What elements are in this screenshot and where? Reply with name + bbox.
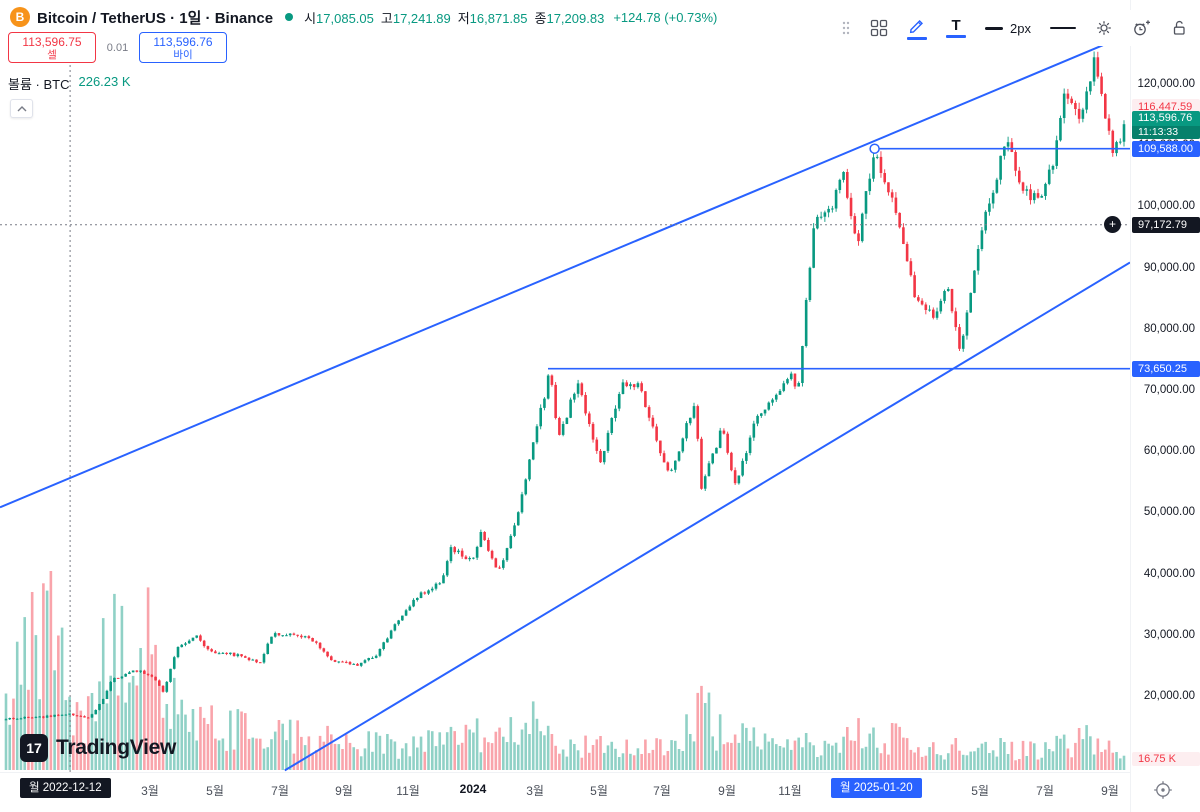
alert-price-tag: 116,447.59	[1132, 98, 1200, 115]
volume-legend[interactable]: 볼륨 · BTC 226.23 K	[8, 74, 131, 93]
line-width-sample	[985, 26, 1004, 30]
sell-button[interactable]: 113,596.75 셀	[8, 32, 96, 63]
line-style-button[interactable]	[1050, 27, 1076, 29]
text-color-button[interactable]: T	[946, 17, 967, 38]
price-tick-label: 90,000.00	[1143, 261, 1195, 274]
order-widget: 113,596.75 셀 0.01 113,596.76 바이	[8, 32, 227, 63]
open-label: 시	[304, 10, 317, 26]
price-tick-label: 70,000.00	[1143, 384, 1195, 396]
line-width-label: 2px	[1010, 20, 1031, 36]
time-axis-label: 2024	[459, 782, 487, 796]
price-tick-label: 100,000.00	[1137, 200, 1195, 213]
price-tick-label: 60,000.00	[1143, 445, 1195, 458]
price-tick-label: 30,000.00	[1143, 628, 1195, 641]
ohlc-readout: 시17,085.05 고17,241.89 저16,871.85 종17,209…	[304, 8, 717, 27]
price-change: +124.78 (+0.73%)	[613, 9, 718, 25]
horizontal-line-price-tag: 109,588.00	[1132, 140, 1200, 157]
tradingview-wordmark: TradingView	[56, 736, 177, 759]
last-price-tag: 113,596.76 11:13:33	[1132, 111, 1200, 140]
open-value: 17,085.05	[316, 10, 374, 26]
time-axis-label: 3월	[526, 784, 544, 798]
collapse-panel-button[interactable]	[10, 99, 33, 118]
horizontal-line-price-tag: 73,650.25	[1132, 360, 1200, 377]
time-axis[interactable]: 3월 5월 7월 9월 11월 2024 3월 5월 7월 9월 11월 5월 7월 9월 월 2022-…	[0, 772, 1130, 812]
time-axis-label: 11월	[396, 784, 420, 798]
time-axis-label: 11월	[778, 784, 802, 798]
chart-header: B Bitcoin / TetherUS · 1일 · Binance 시17,…	[10, 5, 717, 29]
text-tool-icon: T	[951, 17, 961, 34]
time-axis-label: 5월	[206, 784, 224, 798]
low-label: 저	[457, 10, 470, 26]
time-axis-label: 3월	[141, 784, 159, 798]
price-tick-label: 20,000.00	[1143, 690, 1195, 702]
tradingview-logo[interactable]: 17 TradingView	[20, 734, 176, 762]
pencil-icon	[909, 19, 924, 33]
price-tick-label: 50,000.00	[1143, 506, 1195, 519]
time-axis-label: 9월	[1101, 784, 1119, 798]
grid-layout-icon	[870, 19, 888, 37]
low-value: 16,871.85	[469, 10, 528, 26]
price-tick-label: 40,000.00	[1143, 567, 1195, 580]
drawing-color-button[interactable]	[907, 17, 928, 40]
time-axis-label: 7월	[1036, 784, 1054, 798]
spread-value: 0.01	[106, 41, 129, 54]
scroll-to-realtime-icon[interactable]	[1152, 779, 1174, 801]
settings-button[interactable]	[1095, 19, 1113, 37]
bar-close-countdown: 11:13:33	[1132, 126, 1200, 140]
drag-dots-icon	[842, 21, 850, 35]
price-tick-label: 80,000.00	[1143, 322, 1195, 335]
selected-text-color-bar	[946, 35, 967, 38]
price-axis-plus-icon[interactable]: +	[1104, 216, 1121, 234]
close-value: 17,209.83	[546, 10, 605, 26]
volume-value: 226.23 K	[78, 74, 131, 89]
price-tick-label: 120,000.00	[1137, 78, 1195, 90]
time-axis-label: 7월	[271, 784, 289, 798]
selected-color-bar	[907, 36, 928, 40]
high-label: 고	[380, 10, 393, 26]
buy-button[interactable]: 113,596.76 바이	[139, 32, 227, 63]
buy-price: 113,596.76	[153, 34, 213, 49]
sell-price: 113,596.75	[22, 34, 82, 49]
sell-label: 셀	[47, 48, 57, 61]
alarm-clock-plus-icon	[1134, 20, 1150, 36]
last-price-value: 113,596.76	[1138, 112, 1193, 125]
line-style-sample	[1050, 27, 1076, 29]
volume-label: 볼륨 · BTC	[8, 77, 70, 92]
line-width-button[interactable]: 2px	[985, 21, 1031, 36]
lock-drawings-button[interactable]	[1170, 19, 1188, 37]
time-axis-label: 9월	[335, 784, 353, 798]
crosshair-date-tag: 월 2022-12-12	[20, 778, 111, 798]
tradingview-mark-icon: 17	[20, 734, 48, 762]
volume-value-tag: 16.75 K	[1132, 752, 1200, 766]
unlock-icon	[1173, 20, 1185, 35]
time-axis-label: 7월	[653, 784, 671, 798]
toolbar-drag-handle[interactable]	[841, 20, 851, 36]
crosshair-price-tag: 97,172.79	[1132, 216, 1200, 233]
chevron-up-icon	[17, 105, 26, 111]
bitcoin-icon: B	[10, 7, 30, 27]
layout-templates-button[interactable]	[870, 19, 888, 37]
price-axis[interactable]: 20,000.00 30,000.00 40,000.00 50,000.00 60,0…	[1130, 0, 1200, 812]
high-value: 17,241.89	[392, 10, 451, 26]
close-label: 종	[534, 10, 547, 26]
symbol-title[interactable]: Bitcoin / TetherUS · 1일 · Binance	[37, 9, 274, 27]
market-status-dot[interactable]	[285, 13, 294, 21]
gear-icon	[1097, 21, 1111, 35]
target-icon	[1154, 781, 1172, 799]
buy-label: 바이	[173, 48, 193, 61]
floating-drawing-toolbar: T 2px	[835, 10, 1194, 46]
time-axis-label: 5월	[590, 784, 608, 798]
add-alert-button[interactable]	[1132, 19, 1151, 37]
drawing-anchor-date-tag: 월 2025-01-20	[831, 778, 922, 798]
time-axis-label: 9월	[718, 784, 736, 798]
time-axis-label: 5월	[971, 784, 989, 798]
